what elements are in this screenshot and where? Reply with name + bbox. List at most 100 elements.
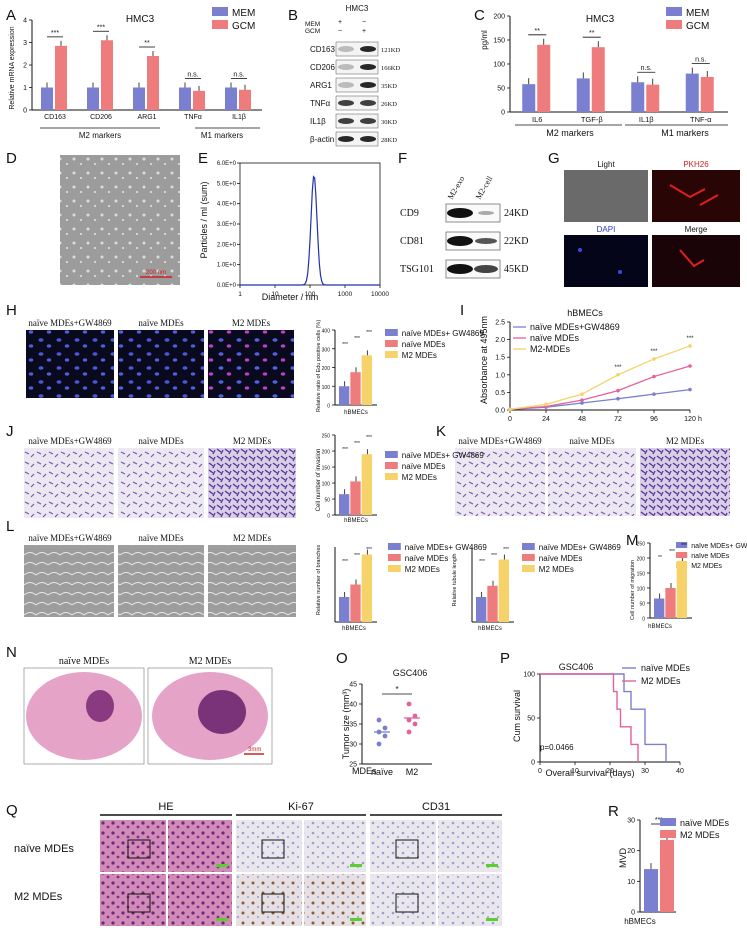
blot-band [447, 208, 473, 218]
panel-o-point [406, 729, 412, 735]
panel-h-tick-label: 300 [322, 347, 331, 353]
panel-letter-I: I [460, 302, 464, 319]
panel-i-sig: *** [686, 336, 694, 342]
blot-band [360, 118, 376, 124]
panel-i-line [509, 388, 691, 410]
panel-i-xtick-label: 96 [650, 416, 658, 423]
blot-band [360, 136, 376, 142]
panel-e-xtick-label: 1000 [338, 291, 353, 298]
panel-j-bar [350, 481, 361, 515]
panel-i-xtick-label: 120 [684, 416, 696, 423]
brain-section [26, 672, 142, 760]
panel-l-ylabel: Relative number of branches [316, 545, 322, 616]
panel-j-legend-swatch [385, 462, 398, 469]
blot-band [338, 118, 354, 124]
panel-q-col: HE [158, 801, 173, 813]
panel-p-legend-label: naïve MDEs [641, 663, 691, 673]
panel-q-row: naïve MDEs [14, 843, 74, 855]
panel-i-tick-label: 0.5 [495, 390, 505, 397]
panel-e-ytick-label: 0.0E+0 [217, 283, 237, 289]
blot-strip [335, 41, 379, 57]
panel-l2-legend-label: M2 MDEs [539, 565, 574, 574]
panel-h-sig: *** [366, 330, 372, 336]
panel-l-img-label: naïve MDEs [138, 533, 184, 543]
dapi-image [564, 235, 648, 287]
panel-a-tick-label: 3 [23, 40, 27, 47]
blot-band [360, 100, 376, 106]
panel-l-legend-label: naïve MDEs+ GW4869 [405, 543, 488, 552]
panel-a-sig: *** [97, 24, 105, 31]
panel-j-legend-label: naïve MDEs [402, 462, 446, 471]
panel-g-label-light: Light [597, 160, 615, 169]
panel-e-ytick-label: 3.0E+0 [217, 222, 237, 228]
zoom-box [395, 839, 419, 859]
blot-band [338, 46, 354, 52]
panel-j-legend-swatch [385, 473, 398, 480]
blot-band [360, 64, 376, 70]
panel-m-tick-label: 50 [639, 602, 645, 608]
panel-e-ytick-label: 6.0E+0 [217, 161, 237, 167]
panel-letters: A B C D E F G H I J K L M N O P Q R [6, 7, 639, 820]
blot-strip [335, 77, 379, 93]
panel-h-ylabel: Relative ratio of Edu positive cells (%) [316, 320, 322, 412]
panel-letter-J: J [6, 423, 14, 440]
panel-r-ylabel: MVD [618, 848, 628, 869]
panel-g-label-dapi: DAPI [597, 225, 616, 234]
panel-i-tick-label: 1.0 [495, 372, 505, 379]
panel-p-pvalue: p=0.0466 [540, 743, 574, 752]
panel-r-tick-label: 20 [627, 848, 635, 855]
scale-bar [486, 918, 498, 921]
panel-e-xlabel: Diameter / nm [262, 292, 319, 302]
tube-image [24, 545, 114, 617]
panel-c-sig: n.s. [641, 65, 652, 72]
panel-n-label: M2 MDEs [189, 656, 232, 667]
panel-b-col-gcm: GCM [305, 28, 320, 35]
tube-image [208, 545, 296, 617]
panel-r-xlabel: hBMECs [624, 917, 656, 926]
panel-m-legend-label: naïve MDEs [691, 553, 730, 560]
panel-c-title: HMC3 [586, 14, 615, 25]
panel-g-label-pkh26: PKH26 [683, 160, 709, 169]
panel-i-tick-label: 2.0 [495, 337, 505, 344]
panel-m-xlabel: hBMECs [648, 624, 672, 630]
panel-i-tick-label: 0.0 [495, 408, 505, 415]
panel-l-bar [361, 554, 372, 622]
panel-a-legend-label: MEM [232, 8, 255, 19]
panel-j-tick-label: 150 [322, 466, 331, 472]
panel-b-sign: − [362, 19, 366, 26]
panel-j-sig: *** [366, 435, 372, 441]
panel-b-sign: − [338, 28, 342, 35]
scale-bar [486, 864, 498, 867]
panel-h-sig: *** [342, 342, 348, 348]
blot-band [475, 238, 497, 244]
panel-b-sign: + [338, 19, 342, 26]
panel-e-ytick-label: 4.0E+0 [217, 202, 237, 208]
panel-m-sig: *** [681, 543, 687, 549]
blot-band [338, 100, 354, 106]
panel-o-sig: * [395, 685, 398, 694]
scale-bar [350, 864, 362, 867]
panel-a-xtick-label: CD206 [90, 114, 112, 121]
panel-a-bar [55, 45, 67, 110]
panel-b-size-label: 35KD [381, 83, 397, 90]
panel-o-point [406, 717, 412, 723]
panel-a-bar [239, 89, 251, 110]
panel-b-size-label: 121KD [381, 47, 400, 54]
panel-j-legend-swatch [385, 451, 398, 458]
panel-c-xtick-label: IL6 [532, 115, 542, 124]
panel-m-tick-label: 150 [637, 572, 646, 578]
blot-band [360, 82, 376, 88]
panel-p-ylabel: Cum survival [512, 690, 522, 742]
edu-image [208, 330, 294, 398]
panel-o-point [406, 701, 412, 707]
panel-c-ylabel: pg/ml [480, 30, 489, 50]
panel-c-xtick-label: TNF-α [690, 115, 712, 124]
panel-c-legend-swatch [666, 20, 682, 29]
panel-e-ytick-label: 1.0E+0 [217, 263, 237, 269]
panel-i-sig: *** [650, 349, 658, 355]
panel-l-legend-swatch [388, 565, 401, 572]
panel-letter-C: C [474, 7, 485, 24]
panel-j-xlabel: hBMECs [344, 518, 368, 524]
migration-image [548, 448, 636, 516]
blot-band [338, 64, 354, 70]
